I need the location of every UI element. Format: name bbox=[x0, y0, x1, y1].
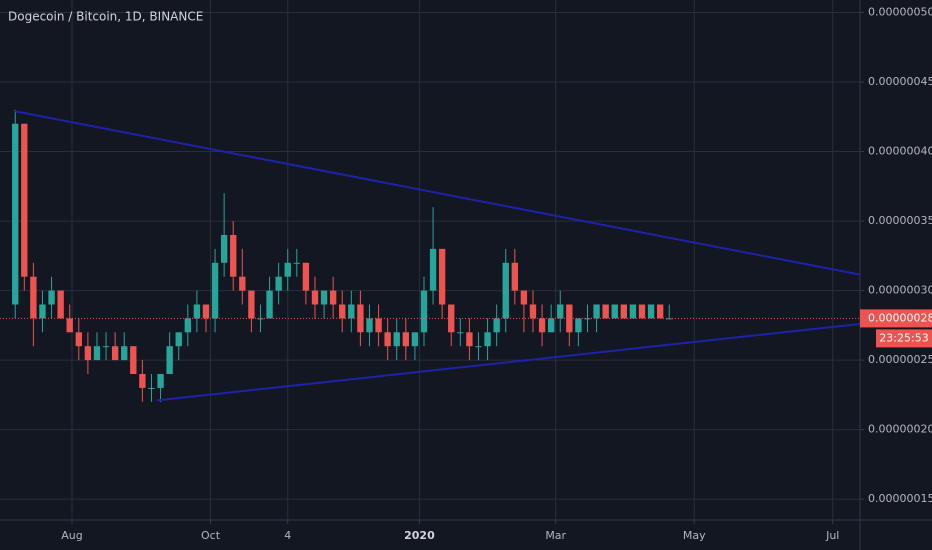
candle-body bbox=[611, 304, 618, 319]
candle-body bbox=[575, 318, 582, 333]
last-price-label: 0.00000028 bbox=[868, 311, 932, 324]
candle-body bbox=[511, 262, 518, 291]
candle-body bbox=[375, 318, 382, 333]
candle-body bbox=[257, 318, 264, 320]
candle-body bbox=[638, 304, 646, 319]
candle-body bbox=[202, 304, 210, 319]
candle-body bbox=[502, 262, 509, 319]
trendline bbox=[156, 322, 861, 402]
candle-body bbox=[220, 234, 228, 263]
candle-body bbox=[438, 248, 446, 305]
candle-body bbox=[602, 304, 609, 319]
candle-body bbox=[547, 318, 555, 333]
candle-body bbox=[475, 346, 482, 348]
y-tick-label: 0.00000020 bbox=[868, 423, 932, 436]
candle-body bbox=[593, 304, 600, 319]
candle-body bbox=[266, 290, 273, 319]
candle-body bbox=[248, 290, 255, 319]
candle-body bbox=[57, 290, 64, 319]
candle-body bbox=[466, 332, 473, 347]
countdown-label: 23:25:53 bbox=[879, 331, 928, 344]
candle-body bbox=[12, 123, 19, 305]
candle-body bbox=[329, 290, 337, 305]
candle-body bbox=[175, 332, 182, 347]
candle-body bbox=[75, 332, 82, 347]
x-tick-label: 2020 bbox=[404, 529, 435, 542]
candle-body bbox=[366, 318, 373, 333]
candle-body bbox=[311, 290, 319, 305]
candle-body bbox=[629, 304, 637, 319]
candle-body bbox=[656, 304, 664, 319]
axes: 0.00000050 0.00000045 0.00000040 0.00000035… bbox=[61, 6, 932, 542]
candle-body bbox=[620, 304, 628, 319]
candle-body bbox=[429, 248, 437, 291]
candle-body bbox=[529, 304, 537, 319]
plot bbox=[0, 109, 861, 402]
trendline bbox=[14, 110, 861, 276]
chart-title: Dogecoin / Bitcoin, 1D, BINANCE bbox=[8, 10, 203, 24]
candle-body bbox=[139, 374, 146, 388]
candle-body bbox=[148, 387, 155, 389]
candle-body bbox=[420, 290, 428, 333]
candle-body bbox=[448, 304, 455, 333]
y-tick-label: 0.00000015 bbox=[868, 492, 932, 505]
last-price-box bbox=[860, 309, 932, 328]
candle-body bbox=[384, 332, 391, 347]
candle-body bbox=[102, 346, 110, 348]
candle-body bbox=[520, 290, 528, 305]
candle-body bbox=[30, 276, 37, 319]
candle-body bbox=[230, 234, 237, 277]
x-tick-label: Jul bbox=[825, 529, 839, 542]
candle-body bbox=[130, 346, 137, 375]
y-tick-label: 0.00000035 bbox=[868, 214, 932, 227]
y-tick-label: 0.00000050 bbox=[868, 6, 932, 19]
y-tick-label: 0.00000045 bbox=[868, 75, 932, 88]
candle-body bbox=[339, 304, 346, 319]
candle-body bbox=[320, 290, 328, 305]
candle-body bbox=[302, 262, 310, 291]
candle-body bbox=[484, 332, 491, 347]
x-tick-label: Aug bbox=[61, 529, 82, 542]
x-tick-label: May bbox=[683, 529, 706, 542]
candle-body bbox=[493, 318, 500, 333]
candle-body bbox=[284, 262, 291, 277]
candle-body bbox=[48, 290, 55, 305]
candle-body bbox=[557, 304, 564, 319]
candle-body bbox=[184, 318, 191, 333]
candle-body bbox=[39, 304, 46, 319]
candle-body bbox=[348, 304, 355, 319]
candle-body bbox=[21, 123, 28, 277]
candle-body bbox=[538, 318, 546, 333]
candle-body bbox=[121, 346, 128, 361]
x-tick-label: Oct bbox=[201, 529, 221, 542]
countdown-box bbox=[876, 329, 932, 348]
candle-body bbox=[275, 276, 282, 291]
candle-body bbox=[166, 346, 173, 375]
candle-body bbox=[584, 318, 591, 320]
candle-body bbox=[239, 276, 246, 291]
candle-body bbox=[93, 346, 101, 361]
grid bbox=[0, 0, 860, 520]
y-tick-label: 0.00000040 bbox=[868, 145, 932, 158]
candle-body bbox=[411, 332, 419, 347]
candle-body bbox=[647, 304, 655, 319]
y-tick-label: 0.00000025 bbox=[868, 353, 932, 366]
y-tick-label: 0.00000030 bbox=[868, 284, 932, 297]
candle-body bbox=[193, 304, 201, 319]
candle-body bbox=[111, 346, 119, 361]
candle-body bbox=[402, 332, 409, 347]
candle-body bbox=[293, 262, 300, 264]
x-tick-label: 4 bbox=[284, 529, 291, 542]
candle-body bbox=[566, 304, 573, 333]
x-tick-label: Mar bbox=[545, 529, 566, 542]
candle-body bbox=[457, 332, 464, 334]
candle-body bbox=[157, 374, 164, 388]
candle-body bbox=[66, 318, 73, 333]
candle-body bbox=[393, 332, 400, 347]
candle-body bbox=[211, 262, 219, 319]
candle-body bbox=[84, 346, 92, 361]
